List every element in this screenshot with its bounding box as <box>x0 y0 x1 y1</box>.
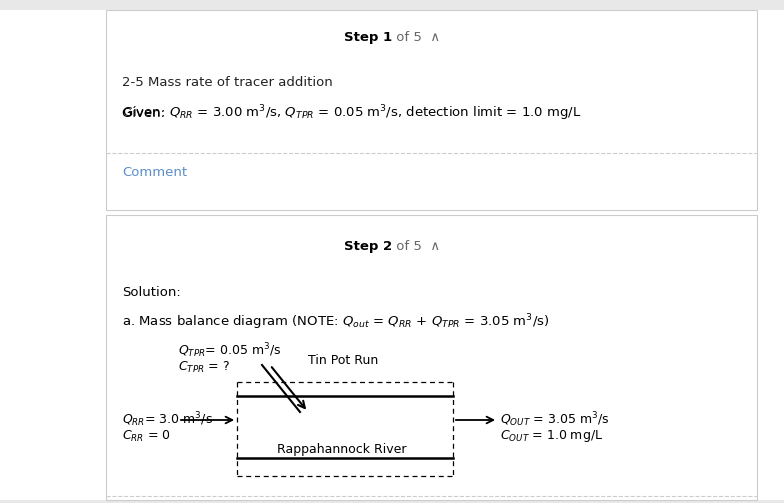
Text: $C_{TPR}$ = ?: $C_{TPR}$ = ? <box>178 360 230 375</box>
Text: Comment: Comment <box>122 165 187 179</box>
Text: Given:: Given: <box>122 107 169 120</box>
Text: of 5  ∧: of 5 ∧ <box>392 31 440 43</box>
Text: 2-5 Mass rate of tracer addition: 2-5 Mass rate of tracer addition <box>122 75 332 89</box>
Text: $C_{OUT}$ = 1.0 mg/L: $C_{OUT}$ = 1.0 mg/L <box>500 428 603 444</box>
Text: Step 2: Step 2 <box>344 239 392 253</box>
Text: a. Mass balance diagram (NOTE: $Q_{out}$ = $Q_{RR}$ + $Q_{TPR}$ = 3.05 m$^3$/s): a. Mass balance diagram (NOTE: $Q_{out}$… <box>122 312 550 332</box>
Text: Solution:: Solution: <box>122 286 181 298</box>
Text: $Q_{RR}$= 3.0 m$^3$/s: $Q_{RR}$= 3.0 m$^3$/s <box>122 410 213 430</box>
Text: Step 1: Step 1 <box>344 31 392 43</box>
Text: $C_{RR}$ = 0: $C_{RR}$ = 0 <box>122 429 171 444</box>
Text: Tin Pot Run: Tin Pot Run <box>308 355 378 368</box>
Bar <box>0 0 784 10</box>
Bar <box>106 215 757 500</box>
Bar <box>0 500 784 503</box>
Text: of 5  ∧: of 5 ∧ <box>392 239 440 253</box>
Bar <box>106 10 757 210</box>
Text: Given: $Q_{RR}$ = 3.00 m$^3$/s, $Q_{TPR}$ = 0.05 m$^3$/s, detection limit = 1.0 : Given: $Q_{RR}$ = 3.00 m$^3$/s, $Q_{TPR}… <box>122 103 582 123</box>
Text: $Q_{OUT}$ = 3.05 m$^3$/s: $Q_{OUT}$ = 3.05 m$^3$/s <box>500 410 609 430</box>
Text: Rappahannock River: Rappahannock River <box>278 444 407 457</box>
Text: $Q_{TPR}$= 0.05 m$^3$/s: $Q_{TPR}$= 0.05 m$^3$/s <box>178 342 281 360</box>
